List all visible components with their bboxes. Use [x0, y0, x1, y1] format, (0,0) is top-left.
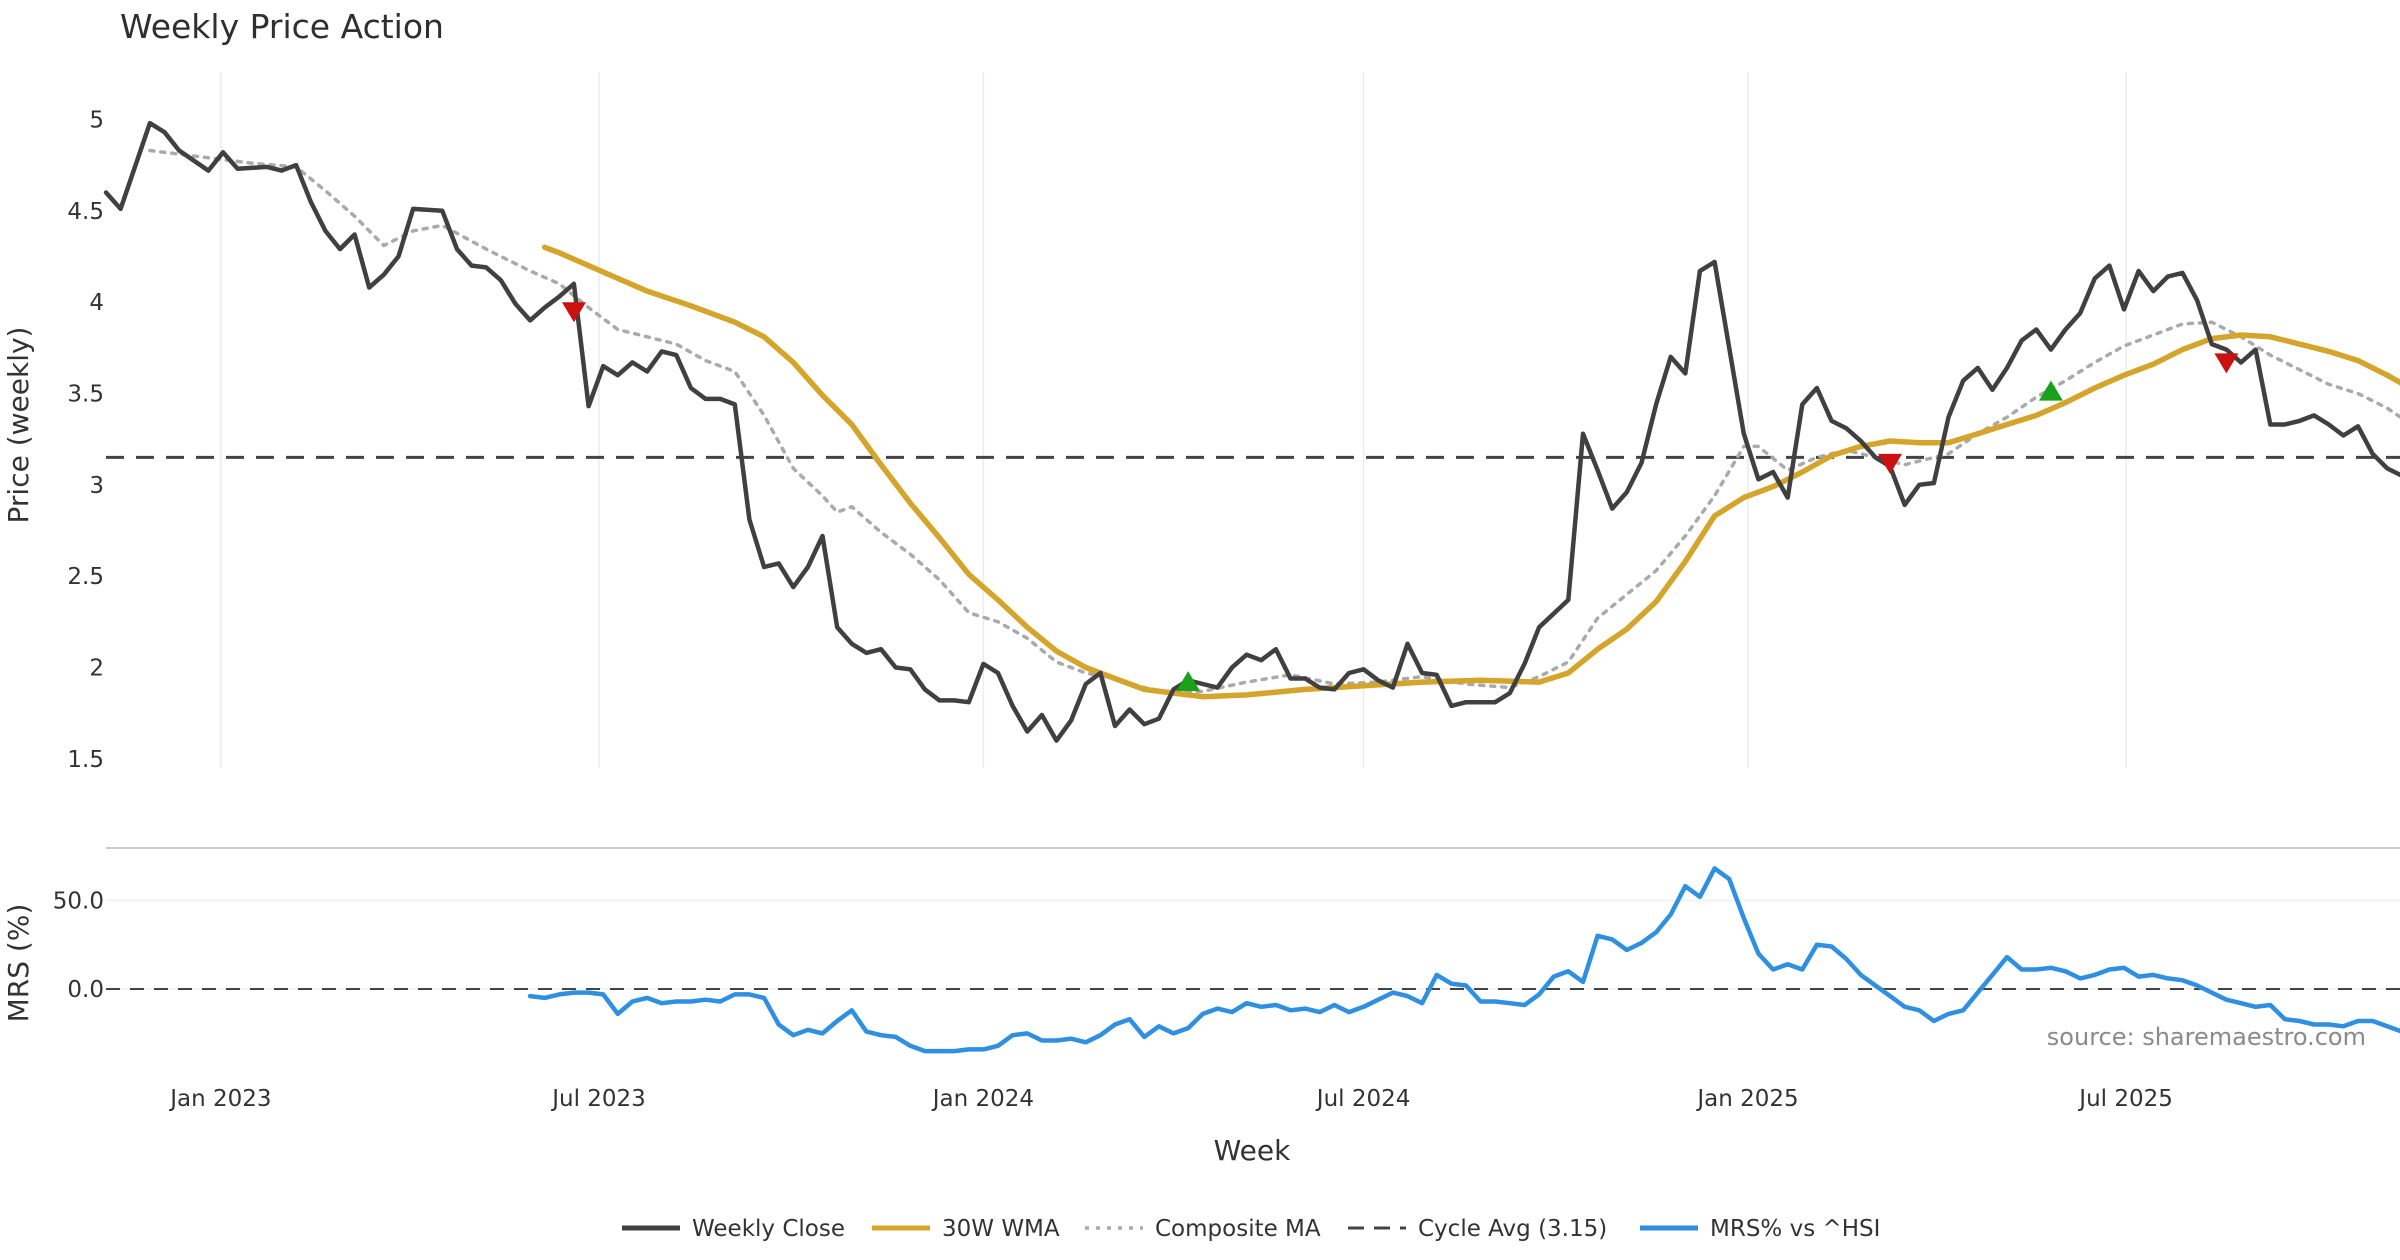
price-y-axis: 1.5 2 2.5 3 3.5 4 4.5 5: [67, 107, 104, 772]
price-y-tick-label: 5: [89, 107, 104, 133]
x-tick-label: Jan 2025: [1695, 1086, 1798, 1112]
legend-item-weekly-close: Weekly Close: [622, 1216, 845, 1242]
mrs-y-axis: 0.0 50.0: [53, 888, 104, 1003]
price-y-tick-label: 1.5: [67, 747, 104, 773]
price-y-tick-label: 3: [89, 473, 104, 499]
legend: Weekly Close 30W WMA Composite MA Cycle Avg…: [622, 1216, 1880, 1242]
series-line-30w-wma: [541, 244, 2400, 700]
buy-signal-marker: [1176, 671, 1201, 692]
price-y-axis-title: Price (weekly): [2, 327, 35, 524]
x-tick-label: Jul 2023: [550, 1086, 646, 1112]
legend-label: 30W WMA: [942, 1216, 1060, 1242]
sell-signal-marker: [2214, 353, 2239, 374]
legend-item-cycle-avg-3-15: Cycle Avg (3.15): [1348, 1216, 1607, 1242]
x-tick-label: Jan 2023: [168, 1086, 271, 1112]
buy-signal-marker: [2038, 380, 2063, 401]
series-line-weekly-close: [103, 120, 2400, 743]
x-axis-title: Week: [1214, 1134, 1291, 1167]
price-gridlines: [220, 72, 2127, 768]
source-label: source: sharemaestro.com: [2047, 1023, 2366, 1051]
legend-label: Cycle Avg (3.15): [1418, 1216, 1607, 1242]
mrs-y-tick-label: 0.0: [67, 977, 104, 1003]
price-y-tick-label: 4: [89, 290, 104, 316]
legend-item-composite-ma: Composite MA: [1085, 1216, 1321, 1242]
price-series-group: [103, 120, 2400, 743]
x-tick-label: Jan 2024: [931, 1086, 1034, 1112]
chart-title: Weekly Price Action: [120, 7, 444, 46]
x-tick-label: Jul 2024: [1315, 1086, 1411, 1112]
series-line-mrs-vs-hsi: [527, 866, 2400, 1054]
mrs-gridlines: [106, 899, 2400, 990]
legend-label: Weekly Close: [692, 1216, 845, 1242]
sell-signal-marker: [561, 302, 586, 323]
legend-item-mrs-vs-hsi: MRS% vs ^HSI: [1640, 1216, 1880, 1242]
price-y-tick-label: 2.5: [67, 564, 104, 590]
mrs-y-tick-label: 50.0: [53, 888, 104, 914]
legend-label: Composite MA: [1155, 1216, 1321, 1242]
sell-signal-marker: [1878, 453, 1903, 474]
mrs-y-axis-title: MRS (%): [2, 904, 35, 1023]
legend-label: MRS% vs ^HSI: [1710, 1216, 1880, 1242]
x-axis: Jan 2023 Jul 2023 Jan 2024 Jul 2024 Jan 2025…: [168, 1086, 2173, 1112]
price-y-tick-label: 3.5: [67, 381, 104, 407]
price-y-tick-label: 2: [89, 656, 104, 682]
price-y-tick-label: 4.5: [67, 199, 104, 225]
x-tick-label: Jul 2025: [2077, 1086, 2173, 1112]
legend-item-30w-wma: 30W WMA: [872, 1216, 1060, 1242]
mrs-series-group: [527, 866, 2400, 1054]
signal-markers: [561, 302, 2239, 692]
